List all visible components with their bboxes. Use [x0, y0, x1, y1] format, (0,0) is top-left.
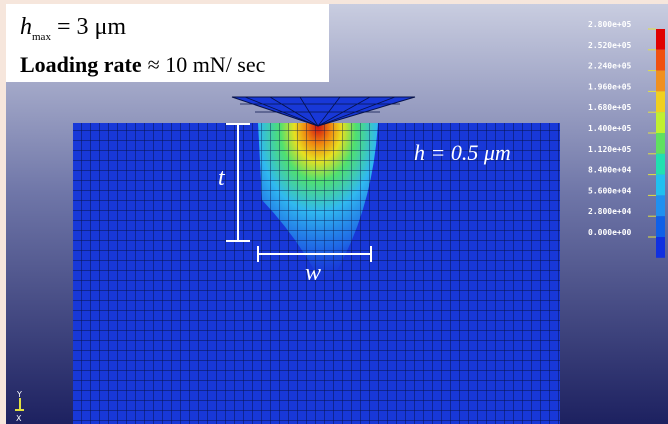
legend-label: 1.120e+05 — [588, 145, 632, 154]
legend-swatch — [656, 29, 665, 50]
legend-label: 1.960e+05 — [588, 82, 632, 91]
axis-y: Y — [16, 390, 22, 399]
legend-label: 2.520e+05 — [588, 41, 632, 50]
legend-label: 5.600e+04 — [588, 186, 632, 195]
axis-x: X — [16, 414, 22, 423]
legend-label: 0.000e+00 — [588, 228, 632, 237]
legend-label: 2.800e+05 — [588, 20, 632, 29]
legend: 2.800e+05 2.520e+05 2.240e+05 1.960e+05 1.68… — [588, 20, 665, 258]
legend-label: 2.240e+05 — [588, 62, 632, 71]
contour-mesh — [258, 123, 378, 293]
dimension-t: t — [218, 165, 226, 191]
legend-swatch — [656, 174, 665, 196]
indenter-mesh — [240, 96, 400, 127]
legend-label: 8.400e+04 — [588, 166, 632, 175]
legend-swatch — [656, 49, 665, 71]
legend-label: 1.400e+05 — [588, 124, 632, 133]
info-box — [6, 4, 329, 82]
legend-swatch — [656, 91, 665, 113]
legend-swatch — [656, 133, 665, 154]
hmax-text: hmax = 3 μm — [20, 14, 126, 43]
legend-label: 2.800e+04 — [588, 207, 632, 216]
legend-label: 1.680e+05 — [588, 103, 632, 112]
dimension-lines — [226, 123, 372, 262]
axis-triad: Y X — [15, 390, 24, 423]
dimension-w: w — [305, 260, 321, 286]
depth-label: h = 0.5 μm — [414, 140, 511, 165]
legend-swatch — [656, 112, 665, 133]
legend-swatch — [656, 195, 665, 217]
legend-swatch — [656, 216, 665, 237]
loading-text: Loading rate ≈ 10 mN/ sec — [20, 52, 266, 77]
legend-swatch — [656, 153, 665, 175]
legend-swatch — [656, 70, 665, 92]
legend-swatch — [656, 237, 665, 258]
